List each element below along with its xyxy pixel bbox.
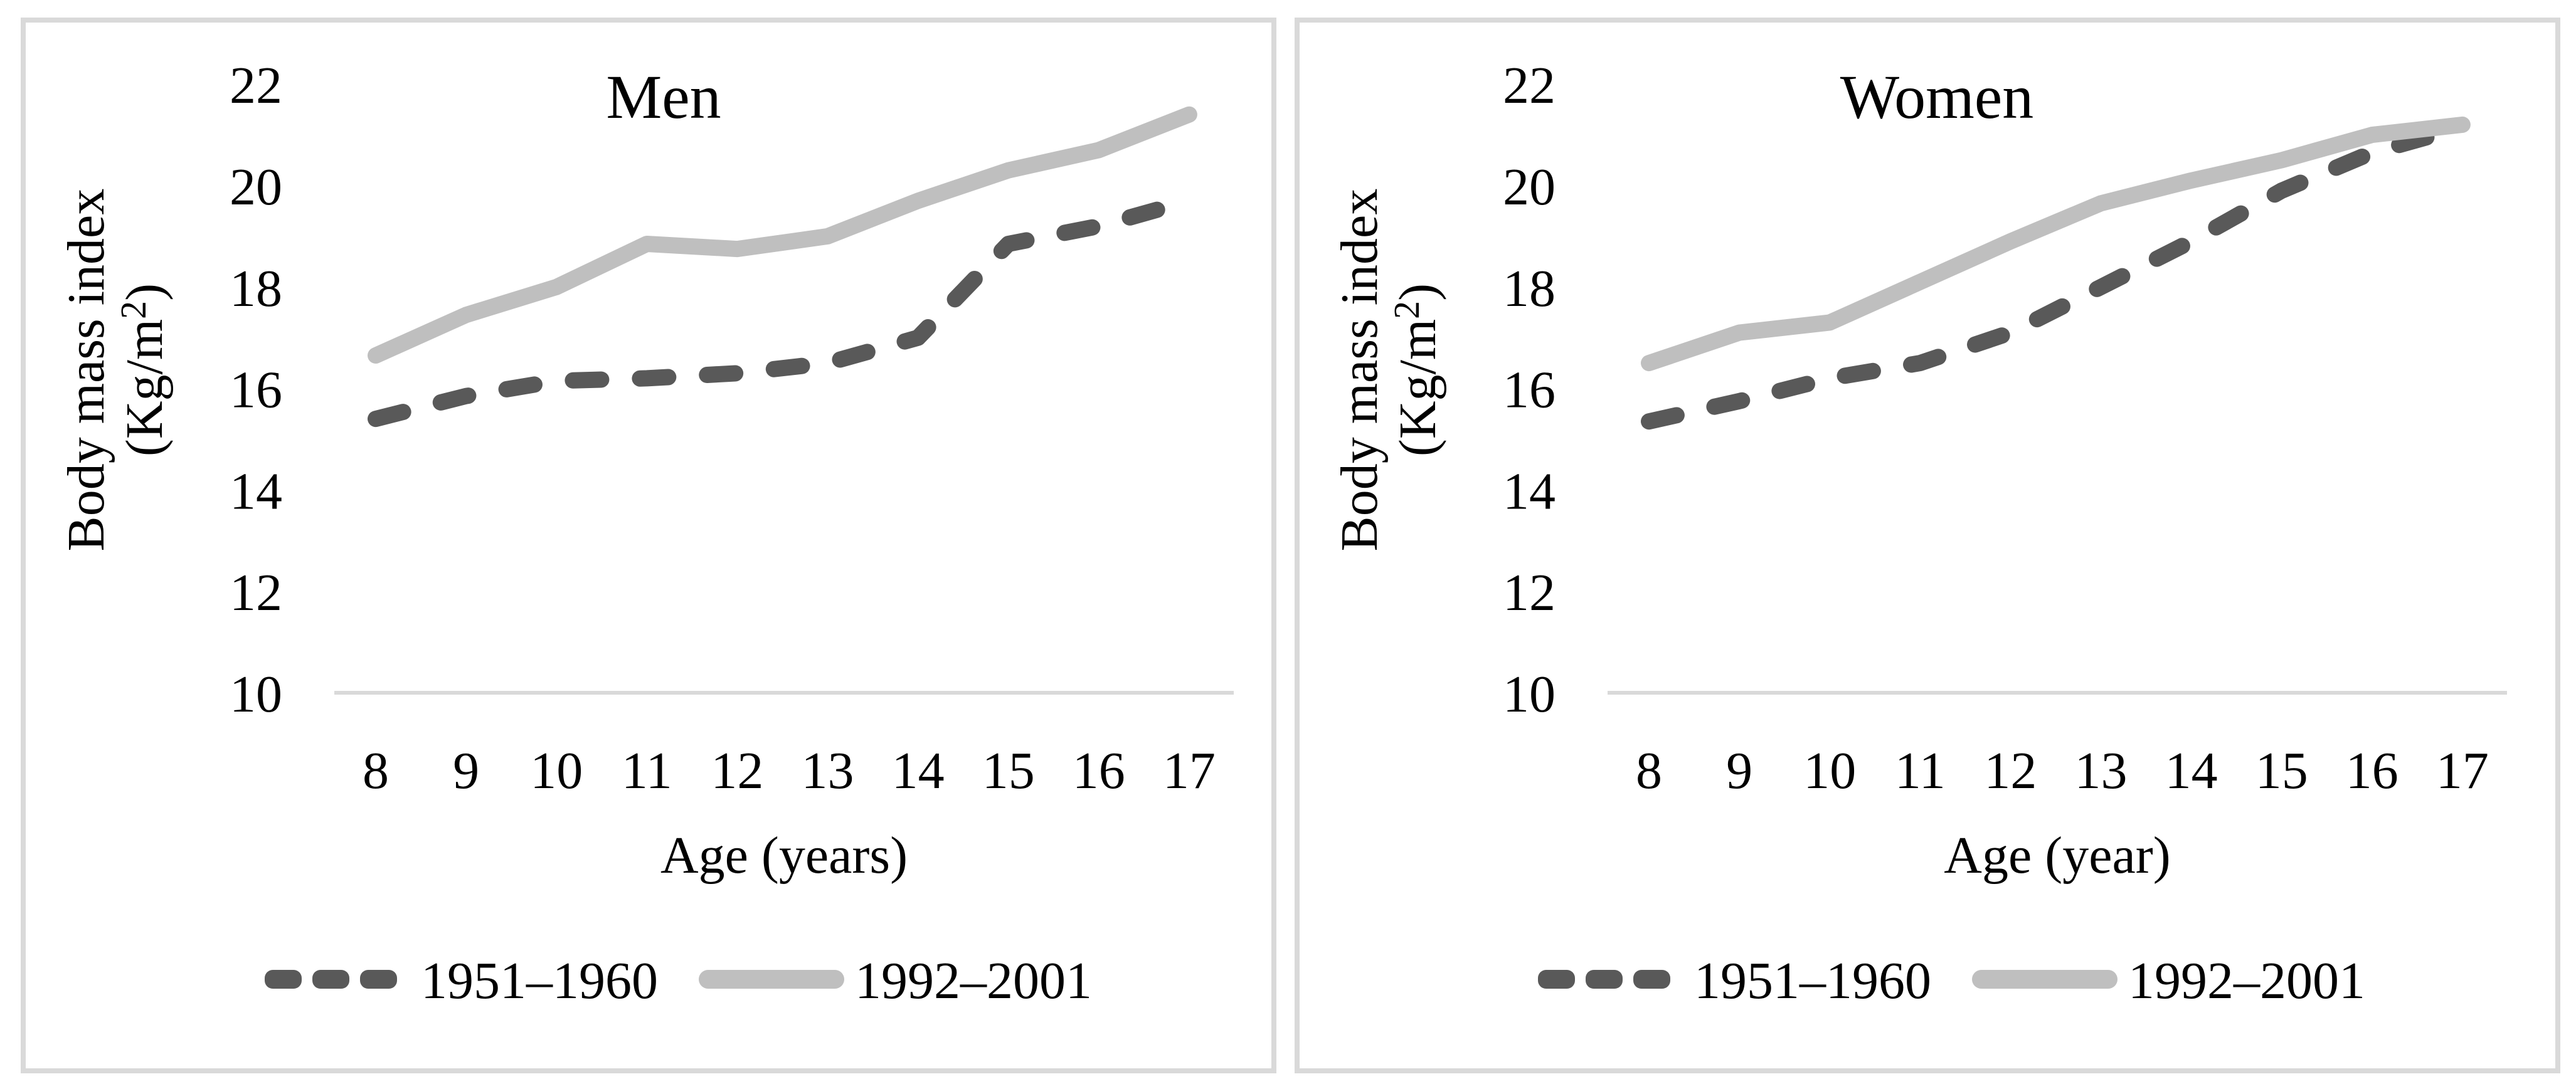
y-tick-label: 12 bbox=[1503, 564, 1556, 622]
men-chart-panel bbox=[21, 18, 1276, 1073]
legend-label-1951-1960: 1951–1960 bbox=[421, 952, 658, 1010]
men-chart: 10 12 14 16 18 20 22 8 9 10 11 12 13 14 15 16 17 Men Age (… bbox=[57, 56, 1234, 1010]
legend-dashed-swatch bbox=[1633, 970, 1670, 989]
x-tick-label: 10 bbox=[1803, 742, 1856, 800]
y-axis-title-line2: (Kg/m2) bbox=[1386, 283, 1447, 456]
y-axis-title-line2: (Kg/m2) bbox=[113, 283, 174, 456]
x-tick-label: 13 bbox=[802, 742, 854, 800]
x-tick-label: 16 bbox=[2346, 742, 2398, 800]
legend-solid-swatch bbox=[1972, 970, 2118, 989]
women-chart-panel bbox=[1295, 18, 2560, 1073]
y-tick-label: 16 bbox=[1503, 361, 1556, 419]
y-tick-label: 18 bbox=[1503, 260, 1556, 318]
y-tick-label: 14 bbox=[230, 462, 282, 520]
x-tick-label: 17 bbox=[2436, 742, 2489, 800]
legend-dashed-swatch bbox=[1586, 970, 1623, 989]
chart-title: Men bbox=[606, 62, 721, 132]
legend-dashed-swatch bbox=[1538, 970, 1575, 989]
x-tick-label: 17 bbox=[1163, 742, 1216, 800]
x-tick-label: 11 bbox=[1895, 742, 1946, 800]
y-tick-label: 22 bbox=[230, 56, 282, 115]
x-tick-label: 8 bbox=[363, 742, 389, 800]
x-tick-label: 11 bbox=[622, 742, 672, 800]
x-tick-label: 10 bbox=[530, 742, 583, 800]
legend-label-1992-2001: 1992–2001 bbox=[2128, 952, 2365, 1010]
x-tick-label: 14 bbox=[892, 742, 945, 800]
series-line-1951-1960 bbox=[368, 192, 1197, 428]
chart-title: Women bbox=[1840, 62, 2034, 132]
legend-solid-swatch bbox=[699, 970, 844, 989]
x-tick-label: 15 bbox=[2255, 742, 2308, 800]
y-tick-label: 18 bbox=[230, 260, 282, 318]
x-tick-label: 12 bbox=[711, 742, 763, 800]
x-tick-label: 14 bbox=[2165, 742, 2218, 800]
x-axis-title: Age (years) bbox=[660, 826, 908, 885]
x-axis-title: Age (year) bbox=[1944, 826, 2170, 885]
series-line-1992-2001 bbox=[1641, 116, 2471, 372]
x-tick-label: 9 bbox=[1726, 742, 1752, 800]
y-tick-label: 20 bbox=[230, 158, 282, 216]
women-chart: 10 12 14 16 18 20 22 8 9 10 11 12 13 14 15 16 17 Women Age… bbox=[1330, 56, 2507, 1010]
y-tick-label: 20 bbox=[1503, 158, 1556, 216]
x-tick-label: 16 bbox=[1073, 742, 1125, 800]
y-tick-label: 10 bbox=[1503, 665, 1556, 723]
x-tick-label: 13 bbox=[2075, 742, 2128, 800]
x-tick-label: 15 bbox=[982, 742, 1035, 800]
x-tick-label: 8 bbox=[1636, 742, 1662, 800]
y-tick-label: 16 bbox=[230, 361, 282, 419]
legend-dashed-swatch bbox=[360, 970, 397, 989]
legend-label-1992-2001: 1992–2001 bbox=[855, 952, 1092, 1010]
legend-dashed-swatch bbox=[265, 970, 302, 989]
y-tick-label: 10 bbox=[230, 665, 282, 723]
legend-label-1951-1960: 1951–1960 bbox=[1694, 952, 1931, 1010]
y-tick-label: 22 bbox=[1503, 56, 1556, 115]
y-tick-label: 12 bbox=[230, 564, 282, 622]
y-axis-title-line1: Body mass index bbox=[1330, 189, 1389, 552]
legend-dashed-swatch bbox=[312, 970, 349, 989]
y-axis-title-line1: Body mass index bbox=[57, 189, 115, 552]
series-line-1992-2001 bbox=[368, 106, 1197, 364]
series-line-1951-1960 bbox=[1641, 119, 2471, 430]
x-tick-label: 12 bbox=[1984, 742, 2037, 800]
x-tick-label: 9 bbox=[453, 742, 479, 800]
y-tick-label: 14 bbox=[1503, 462, 1556, 520]
